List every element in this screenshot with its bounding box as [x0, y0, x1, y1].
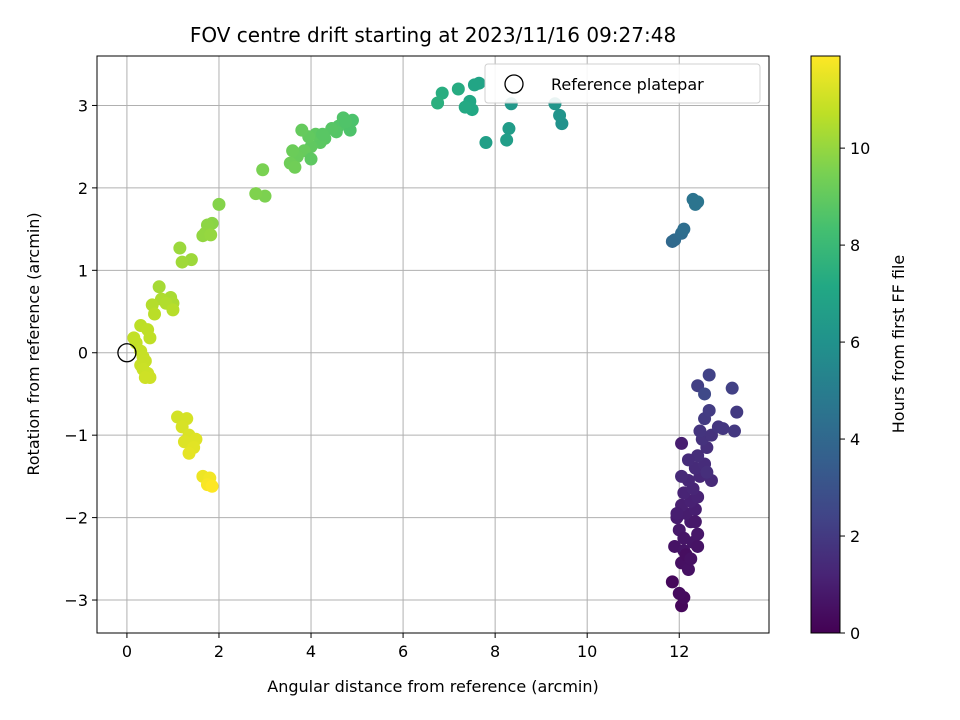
colorbar-tick-label: 10: [850, 139, 870, 158]
data-point: [730, 405, 744, 419]
data-point: [681, 563, 695, 577]
data-point: [670, 506, 684, 520]
x-tick-label: 4: [306, 642, 316, 661]
data-point: [553, 108, 567, 122]
data-point: [725, 381, 739, 395]
plot-background: [97, 56, 769, 633]
y-tick-label: 2: [78, 179, 88, 198]
data-point: [702, 368, 716, 382]
x-tick-label: 10: [577, 642, 597, 661]
data-point: [700, 465, 714, 479]
data-point: [467, 78, 481, 92]
data-point: [672, 586, 686, 600]
data-point: [691, 539, 705, 553]
data-point: [716, 422, 730, 436]
colorbar-label: Hours from first FF file: [889, 255, 908, 434]
colorbar-gradient: [810, 55, 841, 634]
data-point: [727, 424, 741, 438]
data-point: [173, 241, 187, 255]
colorbar-tick-label: 0: [850, 624, 860, 643]
colorbar: 0 2 4 6 8 10 Hours from first FF file: [810, 55, 908, 643]
x-axis-label: Angular distance from reference (arcmin): [267, 677, 598, 696]
data-point: [316, 127, 330, 141]
data-point: [698, 387, 712, 401]
data-point: [677, 531, 691, 545]
data-point: [288, 160, 302, 174]
data-point: [681, 453, 695, 467]
data-point: [458, 100, 472, 114]
chart-title: FOV centre drift starting at 2023/11/16 …: [190, 23, 676, 47]
data-point: [684, 552, 698, 566]
x-tick-label: 2: [214, 642, 224, 661]
y-tick-label: 3: [78, 96, 88, 115]
reference-marker: [117, 343, 137, 363]
data-point: [152, 280, 166, 294]
data-point: [256, 163, 270, 177]
data-point: [688, 515, 702, 529]
data-point: [431, 96, 445, 110]
y-tick-label: −2: [64, 509, 88, 528]
data-point: [205, 479, 219, 493]
data-point: [166, 303, 180, 317]
x-tick-label: 0: [122, 642, 132, 661]
colorbar-tick-label: 8: [850, 236, 860, 255]
colorbar-ticks: 0 2 4 6 8 10: [840, 139, 870, 643]
data-point: [675, 436, 689, 450]
data-point: [502, 122, 516, 136]
data-point: [677, 222, 691, 236]
data-point: [286, 144, 300, 158]
colorbar-tick-label: 4: [850, 430, 860, 449]
data-point: [204, 228, 218, 242]
data-point: [175, 255, 189, 269]
plot-frame: [96, 55, 770, 634]
legend-box: [484, 63, 761, 104]
colorbar-tick-label: 6: [850, 333, 860, 352]
data-point: [304, 152, 318, 166]
data-point: [451, 82, 465, 96]
data-point: [691, 527, 705, 541]
data-point: [182, 446, 196, 460]
data-point: [693, 424, 707, 438]
data-point: [212, 197, 226, 211]
x-tick-label: 12: [669, 642, 689, 661]
data-point: [675, 469, 689, 483]
x-tick-label: 6: [398, 642, 408, 661]
data-point: [665, 575, 679, 589]
legend-entry-reference: Reference platepar: [551, 75, 704, 94]
data-point: [479, 136, 493, 150]
data-point: [688, 197, 702, 211]
x-tick-label: 8: [490, 642, 500, 661]
data-point: [295, 123, 309, 137]
colorbar-tick-label: 2: [850, 527, 860, 546]
data-point: [138, 370, 152, 384]
data-point: [143, 331, 157, 345]
data-point: [249, 187, 263, 201]
y-tick-label: −1: [64, 426, 88, 445]
y-tick-label: 1: [78, 261, 88, 280]
data-points: [127, 76, 744, 613]
legend-marker-icon: [504, 74, 524, 94]
y-tick-label: −3: [64, 591, 88, 610]
data-point: [500, 133, 514, 147]
y-axis-label: Rotation from reference (arcmin): [24, 212, 43, 475]
data-point: [339, 115, 353, 129]
reference-marker-layer: [117, 343, 137, 363]
data-point: [435, 86, 449, 100]
y-tick-label: 0: [78, 344, 88, 363]
legend: Reference platepar: [484, 63, 761, 104]
data-point: [702, 403, 716, 417]
data-point: [148, 307, 162, 321]
